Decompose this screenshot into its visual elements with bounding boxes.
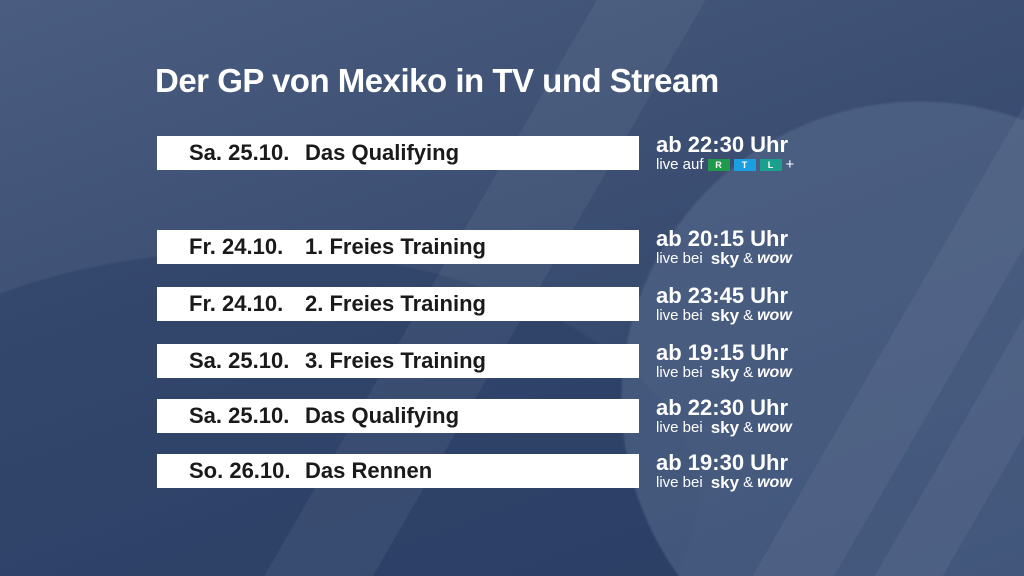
event: 3. Freies Training [305,348,486,373]
schedule-time: ab 22:30 Uhr live bei sky & wow [656,395,792,437]
schedule-row: Fr. 24.10. 1. Freies Training [157,230,639,264]
time: ab 19:15 Uhr [656,340,789,365]
time: ab 22:30 Uhr [656,395,789,420]
date: Fr. 24.10. [189,291,284,316]
schedule-time: ab 19:15 Uhr live bei sky & wow [656,340,792,382]
rtl-logo-plus: + [785,156,795,173]
rtl-logo-r: R [707,158,730,171]
ampersand: & [743,419,754,436]
schedule-row: Fr. 24.10. 2. Freies Training [157,287,639,321]
live-prefix: live bei [656,364,703,381]
wow-logo: wow [757,250,792,267]
ampersand: & [743,364,754,381]
schedule-row: Sa. 25.10. 3. Freies Training [157,344,639,378]
time: ab 20:15 Uhr [656,226,789,251]
live-prefix: live bei [656,419,703,436]
date: So. 26.10. [189,458,291,483]
event: 2. Freies Training [305,291,486,316]
live-prefix: live bei [656,474,703,491]
sky-logo: sky [710,473,740,492]
wow-logo: wow [757,307,792,324]
live-prefix: live bei [656,250,703,267]
sky-logo: sky [710,306,740,325]
wow-logo: wow [757,474,792,491]
page-title: Der GP von Mexiko in TV und Stream [155,62,719,99]
schedule-time: ab 20:15 Uhr live bei sky & wow [656,226,792,268]
event: 1. Freies Training [305,234,486,259]
schedule-time: ab 23:45 Uhr live bei sky & wow [656,283,792,325]
schedule-row: Sa. 25.10. Das Qualifying [157,399,639,433]
sky-logo: sky [710,418,740,437]
event: Das Rennen [305,458,433,483]
schedule-time: ab 19:30 Uhr live bei sky & wow [656,450,792,492]
ampersand: & [743,250,754,267]
wow-logo: wow [757,364,792,381]
ampersand: & [743,474,754,491]
date: Sa. 25.10. [189,403,290,428]
live-prefix: live bei [656,307,703,324]
date: Fr. 24.10. [189,234,284,259]
time: ab 23:45 Uhr [656,283,789,308]
time: ab 19:30 Uhr [656,450,789,475]
live-prefix: live auf [656,156,704,173]
event: Das Qualifying [305,140,460,165]
rtl-logo-l: L [759,158,782,171]
wow-logo: wow [757,419,792,436]
time: ab 22:30 Uhr [656,132,789,157]
date: Sa. 25.10. [189,140,290,165]
schedule-row: So. 26.10. Das Rennen [157,454,639,488]
ampersand: & [743,307,754,324]
event: Das Qualifying [305,403,460,428]
sky-logo: sky [710,249,740,268]
featured-row: Sa. 25.10. Das Qualifying [157,136,639,170]
featured-time: ab 22:30 Uhr live auf R T L + [656,132,795,174]
date: Sa. 25.10. [189,348,290,373]
sky-logo: sky [710,363,740,382]
rtl-logo-t: T [733,158,756,171]
